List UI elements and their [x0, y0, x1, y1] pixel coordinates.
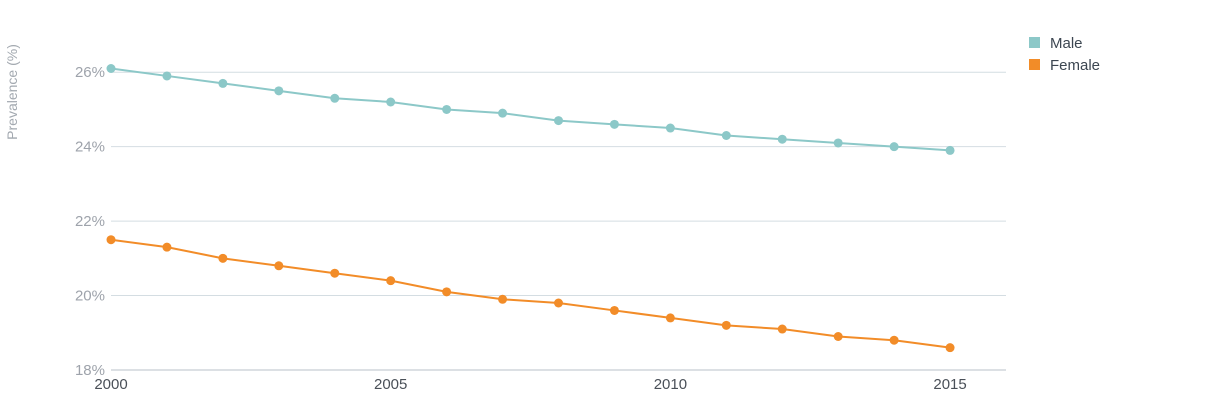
data-point[interactable] [498, 294, 508, 304]
data-point[interactable] [721, 131, 731, 140]
data-point[interactable] [777, 134, 787, 144]
data-point[interactable] [106, 64, 116, 73]
data-point[interactable] [777, 324, 787, 334]
legend-item-female[interactable]: Female [1029, 57, 1100, 74]
data-point[interactable] [218, 253, 228, 263]
data-point[interactable] [218, 78, 228, 88]
data-point[interactable] [833, 332, 843, 341]
y-tick-label: 24% [75, 139, 105, 156]
data-point[interactable] [554, 116, 563, 126]
legend-swatch [1029, 59, 1040, 70]
x-tick-label: 2010 [654, 376, 687, 393]
data-point[interactable] [889, 335, 899, 345]
data-point[interactable] [106, 235, 116, 245]
data-point[interactable] [945, 145, 955, 155]
data-point[interactable] [889, 142, 899, 152]
data-point[interactable] [442, 104, 452, 114]
y-tick-label: 22% [75, 213, 105, 230]
data-point[interactable] [442, 287, 452, 297]
data-point[interactable] [162, 71, 172, 81]
y-axis-label: Prevalence (%) [4, 44, 20, 140]
data-point[interactable] [274, 261, 284, 271]
series-female [106, 235, 955, 353]
data-point[interactable] [386, 276, 396, 286]
data-point[interactable] [609, 119, 619, 129]
y-tick-label: 20% [75, 288, 105, 305]
series-line [110, 67, 951, 152]
data-point[interactable] [274, 86, 284, 96]
data-point[interactable] [162, 242, 172, 252]
data-point[interactable] [498, 108, 508, 118]
series-lines [106, 64, 955, 353]
data-point[interactable] [721, 320, 731, 330]
gridlines [111, 71, 1006, 297]
data-point[interactable] [554, 298, 563, 308]
legend: Male Female [1029, 35, 1100, 74]
legend-item-male[interactable]: Male [1029, 35, 1083, 52]
x-tick-label: 2015 [933, 376, 966, 393]
data-point[interactable] [665, 313, 675, 323]
legend-swatch [1029, 37, 1040, 48]
y-tick-label: 26% [75, 64, 105, 81]
x-tick-label: 2000 [94, 376, 127, 393]
data-point[interactable] [945, 343, 955, 353]
x-tick-label: 2005 [374, 376, 407, 393]
legend-label: Male [1050, 35, 1083, 52]
data-point[interactable] [833, 138, 843, 148]
data-point[interactable] [665, 123, 675, 133]
data-point[interactable] [330, 93, 340, 103]
series-male [106, 64, 955, 155]
data-point[interactable] [330, 268, 340, 278]
axes: 18% 20% 22% 24% 26% 2000 2005 2010 2015 [75, 64, 1006, 393]
series-line [110, 238, 951, 349]
y-tick-label: 18% [75, 362, 105, 379]
data-point[interactable] [609, 305, 619, 315]
legend-label: Female [1050, 57, 1100, 74]
data-point[interactable] [386, 97, 396, 107]
